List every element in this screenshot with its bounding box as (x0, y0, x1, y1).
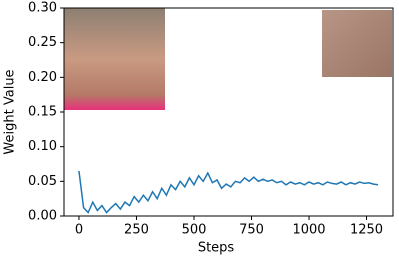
x-tick-label: 0 (75, 223, 83, 238)
x-tick-label: 750 (239, 223, 264, 238)
y-tick-label: 0.05 (28, 174, 57, 189)
x-tick-label: 500 (182, 223, 207, 238)
y-tick-label: 0.25 (28, 35, 57, 50)
x-axis-label: Steps (198, 241, 235, 256)
x-tick-label: 1250 (350, 223, 383, 238)
y-axis-label: Weight Value (3, 69, 18, 154)
data-line (78, 170, 379, 214)
y-tick-label: 0.10 (28, 139, 57, 154)
y-tick-label: 0.30 (28, 1, 57, 16)
face-image (322, 10, 392, 77)
y-tick-label: 0.00 (28, 209, 57, 224)
face-image (64, 8, 165, 110)
y-tick-label: 0.20 (28, 70, 57, 85)
y-tick-label: 0.15 (28, 105, 57, 120)
x-tick-label: 1000 (292, 223, 325, 238)
x-tick-label: 250 (124, 223, 149, 238)
